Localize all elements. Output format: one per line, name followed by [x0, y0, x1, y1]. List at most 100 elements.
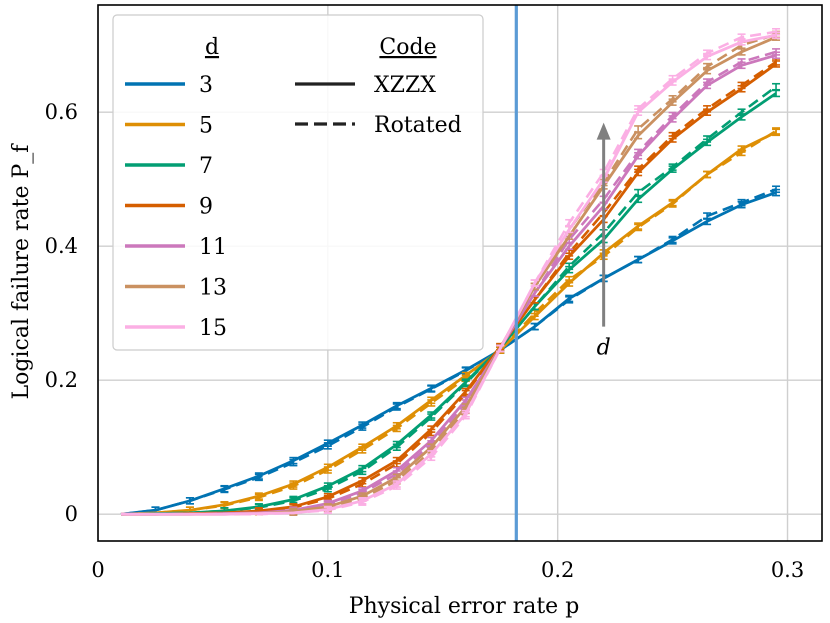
- legend-label-d5: 5: [199, 114, 213, 139]
- series-3-rotated-errorbar: [254, 473, 263, 482]
- series-11-rotated-errorbar: [634, 148, 643, 157]
- series-7-xzzx-line: [120, 92, 777, 516]
- legend-box: [112, 14, 484, 351]
- series-15-rotated-errorbar: [358, 498, 367, 506]
- series-5-rotated-errorbar: [772, 127, 781, 135]
- series-7-rotated-errorbar: [668, 163, 677, 171]
- legend-label-d11: 11: [199, 235, 227, 260]
- series-7-rotated-errorbar: [565, 262, 574, 271]
- y-tick-label: 0.6: [45, 100, 78, 124]
- legend-code-xzzx: XZZX: [374, 73, 436, 98]
- series-7-rotated-errorbar: [323, 484, 332, 493]
- series-3-rotated-errorbar: [772, 185, 781, 194]
- series-15-rotated-errorbar: [530, 279, 539, 287]
- series-15-rotated-errorbar: [427, 453, 436, 462]
- legend: d Code 3 5 7 9 11 13 15 XZZX Rotated: [112, 14, 484, 351]
- series-3-rotated-errorbar: [634, 255, 643, 264]
- series-7-rotated-errorbar: [772, 82, 781, 91]
- series-7-rotated-errorbar: [358, 467, 367, 476]
- series-3-rotated-errorbar: [565, 295, 574, 304]
- legend-code-title: Code: [379, 35, 436, 60]
- series-15-rotated-errorbar: [668, 74, 677, 83]
- x-axis-label: Physical error rate p: [349, 594, 580, 619]
- series-15-rotated-errorbar: [634, 105, 643, 113]
- series-3-rotated-errorbar: [220, 485, 229, 494]
- direction-arrow-label: d: [597, 336, 611, 361]
- series-5-rotated-errorbar: [737, 148, 746, 157]
- series-3-rotated-errorbar: [737, 198, 746, 207]
- legend-label-d7: 7: [199, 154, 213, 179]
- series-11-rotated-errorbar: [668, 111, 677, 120]
- series-3-rotated-errorbar: [358, 423, 367, 431]
- series-15-rotated-errorbar: [496, 344, 505, 353]
- series-7-rotated-errorbar: [392, 443, 401, 452]
- series-3-rotated-errorbar: [323, 442, 332, 450]
- series-3-rotated-errorbar: [530, 322, 539, 331]
- series-5-rotated-errorbar: [358, 446, 367, 454]
- series-5-rotated-errorbar: [392, 424, 401, 433]
- series-7-rotated-errorbar: [634, 188, 643, 197]
- legend-label-d15: 15: [199, 316, 227, 341]
- legend-label-d9: 9: [199, 195, 213, 220]
- series-11-rotated-errorbar: [772, 48, 781, 56]
- series-5-rotated-errorbar: [254, 493, 263, 502]
- x-tick-label: 0.2: [541, 558, 574, 582]
- series-3-rotated-errorbar: [392, 403, 401, 411]
- series-3-rotated-errorbar: [427, 385, 436, 393]
- series-5: [120, 127, 781, 516]
- series-5-rotated-errorbar: [323, 466, 332, 474]
- series-13-rotated-errorbar: [703, 62, 712, 71]
- series-5-rotated-errorbar: [427, 399, 436, 407]
- plot-frame: [97, 4, 823, 542]
- series-15-rotated-errorbar: [703, 49, 712, 58]
- series-5-rotated-errorbar: [634, 223, 643, 232]
- legend-code-rotated: Rotated: [374, 113, 462, 138]
- series-3-rotated-errorbar: [185, 496, 194, 505]
- series-11-rotated-errorbar: [703, 78, 712, 86]
- series-15-rotated-errorbar: [323, 506, 332, 514]
- series-11-rotated-errorbar: [737, 58, 746, 66]
- series-7-rotated-errorbar: [703, 135, 712, 143]
- series-3-xzzx-line: [120, 191, 777, 516]
- series-5-rotated-errorbar: [289, 482, 298, 490]
- series-9-rotated-errorbar: [703, 105, 712, 113]
- series-15-rotated-errorbar: [565, 218, 574, 227]
- direction-arrow-head: [596, 122, 611, 140]
- x-tick-label: 0.1: [311, 558, 344, 582]
- series-15-rotated-errorbar: [461, 411, 470, 420]
- y-tick-label: 0.2: [45, 368, 78, 392]
- series-15-xzzx-line: [121, 33, 777, 516]
- series-15-rotated-errorbar: [392, 482, 401, 490]
- series-5-rotated-errorbar: [703, 170, 712, 179]
- y-axis-label: Logical failure rate P_f: [9, 143, 34, 400]
- legend-distance-title: d: [205, 35, 219, 60]
- series-7: [120, 82, 781, 516]
- x-tick-label: 0.3: [771, 558, 804, 582]
- series-15-rotated-errorbar: [737, 33, 746, 41]
- series-7-rotated-errorbar: [737, 108, 746, 116]
- series-15-rotated-errorbar: [772, 27, 781, 36]
- data-series: [120, 27, 781, 516]
- series-13-rotated-errorbar: [634, 125, 643, 133]
- tick-labels: 0 0.1 0.2 0.3 0 0.2 0.4 0.6: [45, 100, 805, 582]
- legend-label-d13: 13: [199, 276, 227, 301]
- series-5-rotated-errorbar: [668, 200, 677, 208]
- y-tick-label: 0: [65, 502, 78, 526]
- legend-label-d3: 3: [199, 73, 213, 98]
- series-15: [121, 27, 781, 516]
- series-3-rotated-errorbar: [668, 235, 677, 244]
- series-5-rotated-errorbar: [565, 275, 574, 284]
- annotation-layer: d: [596, 122, 611, 361]
- series-3-rotated-errorbar: [703, 212, 712, 220]
- x-tick-label: 0: [91, 558, 104, 582]
- series-13-rotated-errorbar: [668, 95, 677, 103]
- y-tick-label: 0.4: [45, 234, 78, 258]
- series-9-rotated-errorbar: [634, 165, 643, 173]
- legend-series-entries: 3 5 7 9 11 13 15: [125, 73, 227, 341]
- series-9-rotated-errorbar: [668, 131, 677, 140]
- series-7-rotated-errorbar: [427, 413, 436, 421]
- series-9-rotated-errorbar: [737, 81, 746, 90]
- series-3-rotated-errorbar: [289, 458, 298, 467]
- series-5-xzzx-line: [120, 131, 777, 516]
